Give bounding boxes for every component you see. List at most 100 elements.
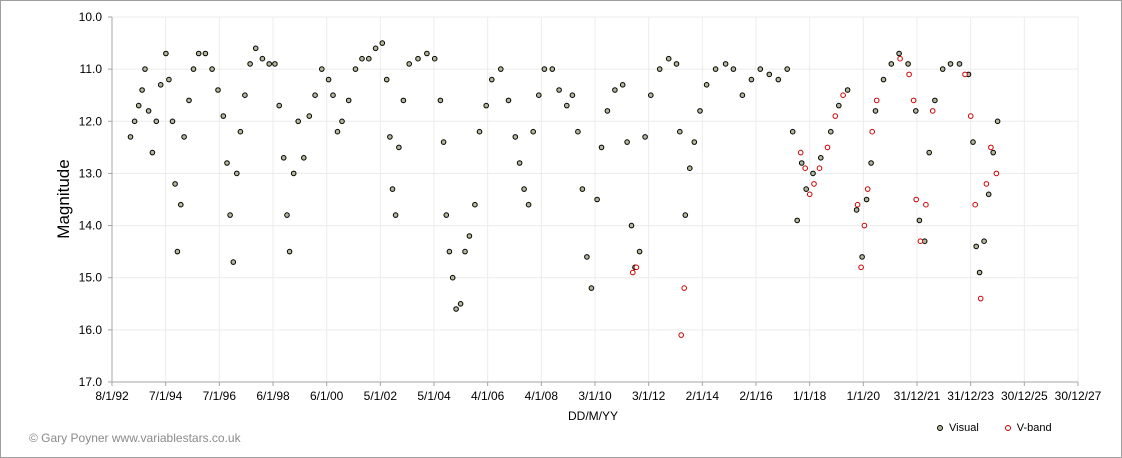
visual-point [400, 97, 407, 104]
x-tick-label: 1/1/20 [847, 389, 881, 403]
visual-point [453, 306, 459, 312]
visual-point [575, 128, 581, 135]
x-axis-title: DD/M/YY [568, 409, 618, 423]
y-tick-label: 13.0 [79, 166, 103, 180]
visual-point [286, 248, 293, 255]
visual-point [149, 149, 156, 156]
visual-point [722, 61, 729, 67]
y-axis-title: Magnitude [54, 159, 73, 238]
visual-point [853, 207, 860, 213]
visual-point [449, 274, 456, 281]
x-tick-label: 2/1/16 [739, 389, 773, 403]
vband-point [861, 222, 868, 229]
visual-point [818, 155, 824, 161]
visual-point [677, 128, 683, 135]
visual-point [516, 160, 523, 166]
visual-point [227, 212, 233, 218]
visual-point [541, 66, 548, 72]
vband-point [967, 113, 974, 119]
visual-point [290, 170, 297, 177]
visual-point [181, 134, 187, 140]
visual-point [636, 248, 643, 255]
visual-point [437, 97, 444, 104]
visual-point [230, 259, 237, 265]
visual-point [598, 144, 605, 151]
y-tick-label: 15.0 [79, 271, 103, 285]
visual-point [789, 128, 796, 135]
visual-point [628, 222, 635, 229]
legend-item-vband: V-band [1004, 422, 1052, 434]
visual-point [131, 118, 138, 125]
visual-point [594, 196, 600, 203]
visual-point [352, 66, 359, 72]
vband-point [873, 97, 880, 104]
visual-point [163, 50, 169, 57]
vband-point [864, 186, 871, 192]
visual-point [665, 55, 672, 62]
visual-point [648, 92, 654, 98]
vband-point [678, 332, 685, 338]
x-tick-label: 5/1/04 [417, 389, 451, 403]
visual-point [220, 113, 227, 119]
visual-point [624, 139, 630, 145]
visual-point [810, 170, 816, 177]
visual-point [153, 118, 160, 125]
x-tick-label: 1/1/18 [793, 389, 827, 403]
visual-point [564, 102, 570, 109]
visual-point [396, 144, 402, 151]
visual-point [284, 212, 290, 218]
visual-point [415, 55, 421, 62]
visual-point [784, 66, 791, 72]
visual-point [443, 212, 450, 218]
visual-point [406, 61, 413, 67]
y-tick-label: 14.0 [79, 219, 103, 233]
visual-point [612, 87, 618, 93]
visual-point [926, 149, 933, 156]
visual-point [325, 76, 332, 83]
visual-point [619, 82, 626, 88]
vband-point [840, 92, 846, 98]
visual-point [202, 50, 209, 57]
visual-point [872, 108, 879, 114]
visual-point [530, 128, 537, 135]
visual-point [981, 238, 987, 244]
visual-point [947, 61, 954, 67]
vband-point [869, 128, 876, 135]
visual-point [174, 248, 181, 255]
vband-point [929, 108, 936, 114]
visual-point [387, 134, 393, 140]
x-tick-label: 31/12/23 [947, 389, 994, 403]
visual-point [844, 87, 851, 93]
visual-point [215, 87, 221, 93]
visual-point [888, 61, 895, 67]
vband-point [897, 55, 903, 62]
series-vband [630, 55, 1000, 338]
visual-point [584, 254, 590, 260]
visual-point [673, 61, 680, 67]
vband-point [854, 201, 861, 208]
x-tick-label: 4/1/06 [471, 389, 505, 403]
visual-point [383, 76, 390, 83]
visual-point [691, 139, 698, 145]
x-tick-label: 30/12/27 [1055, 389, 1102, 403]
visual-point [457, 301, 464, 307]
visual-point [424, 50, 430, 57]
visual-point [186, 97, 192, 104]
visual-point [366, 55, 372, 62]
visual-point [440, 139, 447, 145]
visual-point [656, 66, 663, 72]
visual-point [462, 248, 468, 255]
vband-point [797, 149, 804, 156]
vband-point [816, 165, 823, 171]
visual-point [280, 155, 287, 161]
y-tick-label: 11.0 [80, 62, 103, 76]
visual-point [569, 92, 576, 98]
x-tick-label: 2/1/14 [686, 389, 720, 403]
visual-point [757, 66, 764, 72]
x-tick-label: 3/1/10 [578, 389, 612, 403]
visual-point [828, 128, 834, 135]
visual-point [521, 186, 527, 192]
visual-point [345, 97, 352, 104]
visual-point [446, 248, 453, 255]
